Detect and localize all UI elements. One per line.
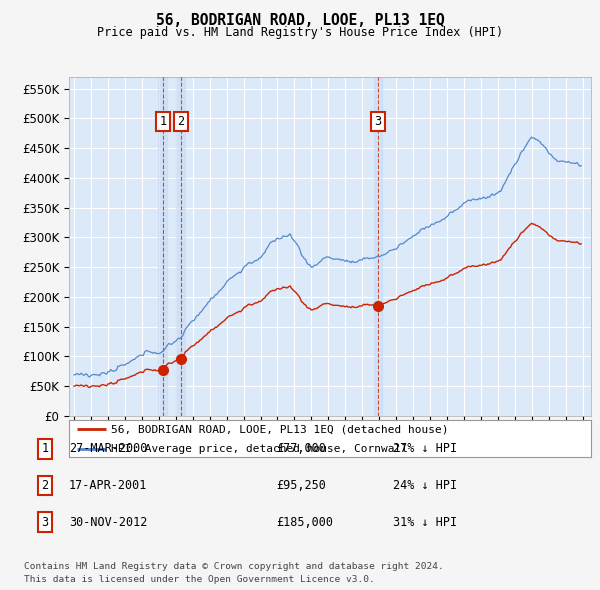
Text: 1: 1 [41, 442, 49, 455]
Text: HPI: Average price, detached house, Cornwall: HPI: Average price, detached house, Corn… [111, 444, 408, 454]
Text: 3: 3 [374, 115, 382, 128]
Bar [374, 77, 382, 416]
Text: 56, BODRIGAN ROAD, LOOE, PL13 1EQ (detached house): 56, BODRIGAN ROAD, LOOE, PL13 1EQ (detac… [111, 424, 448, 434]
Text: 3: 3 [41, 516, 49, 529]
Bar [176, 77, 185, 416]
Text: Price paid vs. HM Land Registry's House Price Index (HPI): Price paid vs. HM Land Registry's House … [97, 26, 503, 39]
Text: This data is licensed under the Open Government Licence v3.0.: This data is licensed under the Open Gov… [24, 575, 375, 584]
Text: 31% ↓ HPI: 31% ↓ HPI [393, 516, 457, 529]
Text: £185,000: £185,000 [276, 516, 333, 529]
Text: £95,250: £95,250 [276, 479, 326, 492]
Text: 1: 1 [159, 115, 166, 128]
Text: 17-APR-2001: 17-APR-2001 [69, 479, 148, 492]
Text: £77,000: £77,000 [276, 442, 326, 455]
Bar [158, 77, 167, 416]
Text: 27% ↓ HPI: 27% ↓ HPI [393, 442, 457, 455]
Text: 27-MAR-2000: 27-MAR-2000 [69, 442, 148, 455]
Text: 2: 2 [41, 479, 49, 492]
Text: 24% ↓ HPI: 24% ↓ HPI [393, 479, 457, 492]
Text: Contains HM Land Registry data © Crown copyright and database right 2024.: Contains HM Land Registry data © Crown c… [24, 562, 444, 571]
Text: 56, BODRIGAN ROAD, LOOE, PL13 1EQ: 56, BODRIGAN ROAD, LOOE, PL13 1EQ [155, 13, 445, 28]
Text: 30-NOV-2012: 30-NOV-2012 [69, 516, 148, 529]
Text: 2: 2 [177, 115, 184, 128]
